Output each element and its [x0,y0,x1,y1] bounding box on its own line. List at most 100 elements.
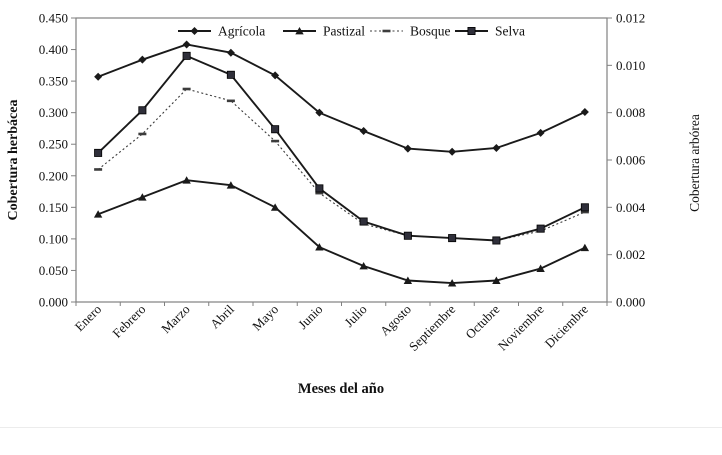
x-category-label: Junio [295,302,326,333]
x-category-label: Abril [207,301,237,331]
triangle-marker [270,203,280,211]
left-tick-label: 0.250 [39,137,68,152]
left-tick-label: 0.200 [39,168,68,183]
page-divider-line [0,427,722,428]
x-axis-title: Meses del año [297,381,385,397]
left-tick-label: 0.050 [39,263,68,278]
right-tick-label: 0.010 [616,58,645,73]
diamond-marker [403,144,412,153]
diamond-marker [536,128,545,137]
square-marker [359,217,368,226]
square-marker [536,224,545,233]
x-category-label: Noviembre [495,301,547,353]
series-line [97,43,586,153]
left-y-axis-title: Cobertura herbácea [6,99,21,221]
square-marker [271,125,280,134]
legend-item-selva: Selva [455,24,525,39]
legend-label: Bosque [410,24,451,39]
square-marker [403,231,412,240]
legend-label: Agrícola [218,24,265,39]
diamond-marker [94,72,103,81]
right-tick-label: 0.006 [616,153,646,168]
x-category-label: Febrero [109,302,148,341]
diamond-marker [315,108,324,117]
series-selva [94,51,589,245]
dash-marker [271,139,280,143]
right-tick-label: 0.002 [616,247,645,262]
dash-marker [226,99,235,103]
dash-marker [182,87,191,91]
triangle-marker [295,27,304,35]
x-axis: Enero Febrero Marzo Abril Mayo Junio Julio Agos… [72,301,608,354]
triangle-marker [315,243,324,251]
dash-marker [94,168,103,171]
dash-marker [382,29,391,33]
x-category-label: Agosto [377,302,414,339]
x-category-label: Mayo [249,302,281,334]
dash-marker [138,132,147,136]
left-tick-label: 0.350 [39,74,68,89]
square-marker [182,51,191,60]
triangle-marker [138,193,147,201]
square-marker [448,234,457,243]
square-marker [226,70,235,79]
triangle-marker [182,176,191,184]
x-category-label: Marzo [158,302,193,337]
triangle-marker [226,181,236,189]
right-tick-label: 0.008 [616,105,645,120]
square-marker [580,203,589,212]
right-y-axis-title: Cobertura arbórea [687,114,702,212]
left-axis: 0.450 0.400 0.350 0.300 0.250 0.200 0.150 0.100… [39,11,76,310]
x-category-label: Enero [72,302,105,335]
triangle-marker [536,264,545,272]
diamond-marker [580,108,589,117]
square-marker [467,26,476,35]
legend-label: Pastizal [323,24,365,39]
diamond-marker [448,147,457,156]
diamond-marker [271,71,280,80]
diamond-marker [138,55,147,64]
plot-area [75,17,608,303]
left-tick-label: 0.100 [39,231,68,246]
left-tick-label: 0.150 [39,200,68,215]
legend-item-pastizal: Pastizal [283,24,365,39]
right-tick-label: 0.012 [616,11,645,26]
series-line [97,179,586,285]
diamond-marker [190,27,199,35]
square-marker [315,184,324,193]
legend-item-agricola: Agrícola [178,24,265,39]
square-marker [492,236,501,245]
square-marker [138,106,147,115]
legend-label: Selva [495,24,525,39]
diamond-marker [226,48,235,57]
x-category-label: Julio [341,302,369,330]
series-agricola [94,40,589,156]
left-tick-label: 0.450 [39,11,68,26]
x-category-label: Octubre [462,301,502,341]
dash-marker [580,210,589,214]
right-axis: 0.012 0.010 0.008 0.006 0.004 0.002 0.000 [607,11,646,310]
legend-item-bosque: Bosque [370,24,451,39]
diamond-marker [359,126,368,135]
triangle-marker [447,279,457,287]
square-marker [94,148,103,157]
left-tick-label: 0.300 [39,105,68,120]
right-tick-label: 0.000 [616,295,645,310]
series-bosque [94,87,589,242]
left-tick-label: 0.400 [39,42,68,57]
right-tick-label: 0.004 [616,200,646,215]
x-category-label: Septiembre [406,301,459,354]
series-line [97,54,586,242]
triangle-marker [580,243,590,252]
series-line [97,88,586,242]
diamond-marker [182,40,191,49]
triangle-marker [492,276,501,284]
left-tick-label: 0.000 [39,295,68,310]
dash-marker [315,191,324,195]
x-category-label: Diciembre [542,301,592,351]
series-pastizal [93,176,590,287]
legend: Agrícola Pastizal Bosque Selva [178,24,525,39]
triangle-marker [403,276,413,284]
